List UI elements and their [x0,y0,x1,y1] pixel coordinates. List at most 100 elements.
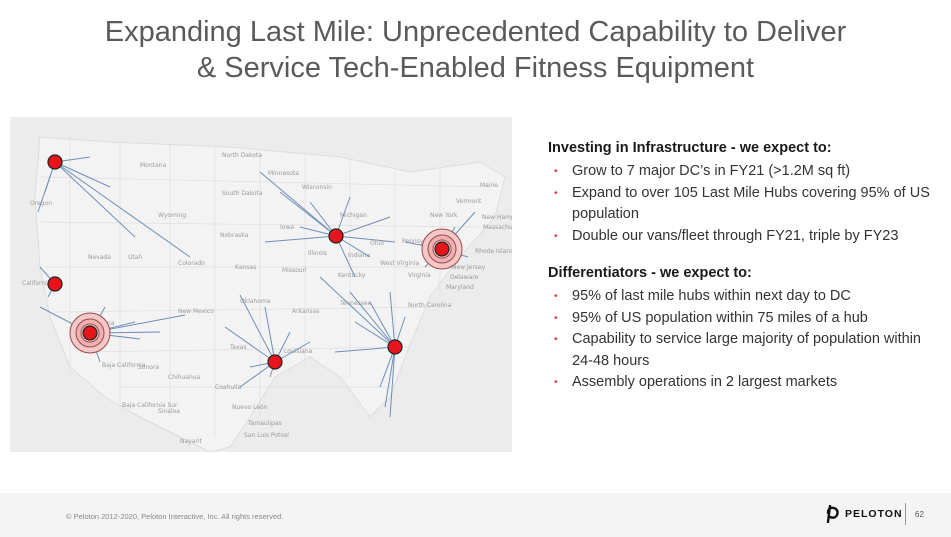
map-label: Indiana [348,252,371,259]
distribution-centers [47,154,463,370]
map-label: Iowa [280,224,294,231]
differentiators-list: 95% of last mile hubs within next day to… [548,286,943,394]
map-label: Tamaulipas [247,420,282,427]
list-item: Capability to service large majority of … [548,329,943,372]
slide-title: Expanding Last Mile: Unprecedented Capab… [0,14,951,86]
map-label: South Dakota [222,190,263,197]
copyright-notice: © Peloton 2012-2020, Peloton Interactive… [66,512,284,521]
distribution-center-marker [434,241,450,257]
route-line [349,291,396,348]
route-line [369,301,396,348]
route-line [319,276,396,348]
slide-title-line-2: & Service Tech-Enabled Fitness Equipment [196,52,755,84]
map-label: Pennsylvania [402,238,442,245]
map-label: Missouri [282,267,307,274]
map-label: Tennessee [339,300,372,307]
map-canvas: North Dakota Montana Minnesota South Dakota… [22,136,512,452]
infrastructure-heading: Investing in Infrastructure - we expect … [548,140,832,156]
slide-title-line-1: Expanding Last Mile: Unprecedented Capab… [104,16,847,48]
distribution-center-marker [82,325,98,341]
slide-footer: © Peloton 2012-2020, Peloton Interactive… [0,493,951,537]
info-panel: Investing in Infrastructure - we expect … [548,138,943,394]
page-number: 62 [915,510,924,519]
map-label: Wyoming [158,212,186,219]
map-label: Massachusetts [483,224,512,231]
map-label: Nevada [88,254,111,261]
route-line [264,235,337,243]
route-line [54,161,111,188]
map-label: Maine [480,182,498,189]
map-label: Nayarit [180,438,203,445]
list-item: 95% of US population within 75 miles of … [548,308,943,330]
map-label: Vermont [456,198,482,205]
map-label: Montana [140,162,166,169]
map-label: Illinois [308,250,327,257]
route-line [334,346,396,353]
distribution-center-marker [47,276,63,292]
route-line [239,294,276,363]
map-label: Chihuahua [168,374,201,381]
list-item: Grow to 7 major DC’s in FY21 (>1.2M sq f… [548,161,943,183]
infrastructure-list: Grow to 7 major DC’s in FY21 (>1.2M sq f… [548,161,943,247]
route-line [259,171,337,237]
list-item: Expand to over 105 Last Mile Hubs coveri… [548,183,943,226]
map-label: North Carolina [408,302,452,309]
map-label: Oklahoma [240,298,271,305]
map-label: Sinaloa [158,408,180,415]
map-label: Nuevo León [232,404,268,411]
footer-divider [905,503,906,525]
route-line [354,321,396,348]
map-label: Arkansas [292,308,319,315]
map-label: Baja California [102,362,146,369]
map-label: Virginia [408,272,431,279]
map-label: Kansas [235,264,256,271]
map-label: Ohio [370,240,384,247]
route-line [335,235,396,243]
map-label: New Mexico [178,308,214,315]
map-label: New York [430,212,458,219]
map-label: Wisconsin [302,184,332,191]
map-label: Maryland [446,284,474,291]
peloton-logo: PELOTON [824,504,903,524]
list-item: Assembly operations in 2 largest markets [548,372,943,394]
map-label: San Luis Potosí [244,432,289,439]
map-label: North Dakota [222,152,262,159]
map-label: Michigan [340,212,367,219]
distribution-center-marker [267,354,283,370]
map-label: Baja California Sur [122,402,178,409]
map-label: Sonora [138,364,159,371]
map-label: West Virginia [380,260,420,267]
map-label: Minnesota [268,170,299,177]
route-line [279,191,337,237]
map-labels: North Dakota Montana Minnesota South Dakota… [22,152,512,445]
map-label: Utah [128,254,142,261]
us-landmass [34,136,506,452]
distribution-center-marker [387,339,403,355]
route-line [384,346,396,408]
map-label: Coahuila [215,384,241,391]
us-distribution-map: North Dakota Montana Minnesota South Dakota… [10,117,512,452]
route-line [54,161,191,258]
list-item: 95% of last mile hubs within next day to… [548,286,943,308]
route-line [54,161,136,238]
map-label: Louisiana [284,348,313,355]
map-label: New Jersey [452,264,486,271]
peloton-p-icon [826,505,839,523]
route-line [37,161,56,213]
distribution-center-marker [47,154,63,170]
map-label: California [22,280,51,287]
map-label: New Hampshire [482,214,512,221]
map-label: Nebraska [220,232,249,239]
map-label: Colorado [178,260,205,267]
route-line [389,291,396,348]
state-borders [39,137,491,437]
list-item: Double our vans/fleet through FY21, trip… [548,226,943,248]
map-label: Kentucky [338,272,366,279]
route-line [264,306,276,363]
differentiators-heading: Differentiators - we expect to: [548,265,752,281]
route-line [389,346,396,418]
map-label: Rhode Island [475,248,512,255]
map-label: Delaware [450,274,479,281]
map-label: Texas [229,344,247,351]
route-line [224,326,276,363]
